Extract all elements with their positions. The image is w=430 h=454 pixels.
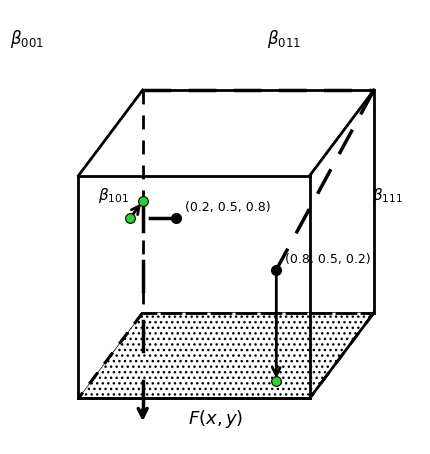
- Text: $\beta_{101}$: $\beta_{101}$: [98, 186, 129, 205]
- Polygon shape: [78, 313, 373, 398]
- Text: (0.2, 0.5, 0.8): (0.2, 0.5, 0.8): [184, 201, 270, 214]
- Text: $F(x,y)$: $F(x,y)$: [187, 409, 243, 430]
- Text: $\beta_{011}$: $\beta_{011}$: [266, 28, 300, 50]
- Text: $\beta_{111}$: $\beta_{111}$: [371, 186, 402, 205]
- Text: $\beta_{001}$: $\beta_{001}$: [10, 28, 44, 50]
- Text: (0.8, 0.5, 0.2): (0.8, 0.5, 0.2): [284, 252, 370, 266]
